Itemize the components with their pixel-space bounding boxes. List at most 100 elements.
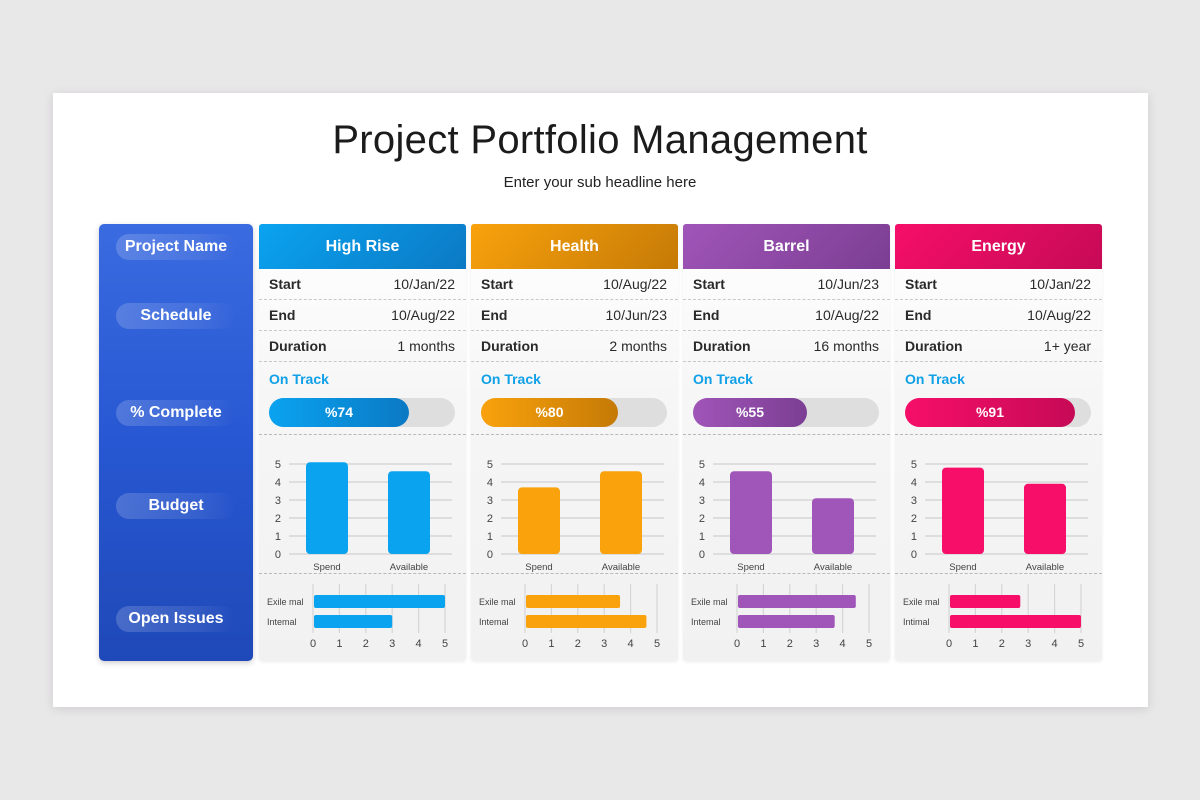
issue-bar [526, 615, 647, 628]
start-value: 10/Jan/22 [393, 276, 456, 292]
schedule-row-duration: Duration 16 months [683, 331, 890, 362]
svg-text:Exile mal: Exile mal [267, 597, 304, 607]
svg-text:3: 3 [699, 495, 705, 507]
svg-text:Exile mal: Exile mal [479, 597, 516, 607]
budget-chart: 0 1 2 3 4 5 Spend Available [699, 459, 876, 572]
end-value: 10/Aug/22 [815, 307, 879, 323]
duration-value: 1 months [397, 338, 455, 354]
start-label: Start [481, 276, 513, 292]
issue-bar [738, 595, 856, 608]
svg-text:1: 1 [972, 638, 978, 650]
schedule-row-duration: Duration 2 months [471, 331, 678, 362]
duration-label: Duration [905, 338, 963, 354]
progress-bar: %80 [481, 398, 667, 427]
progress-bar: %91 [905, 398, 1091, 427]
end-value: 10/Aug/22 [391, 307, 455, 323]
divider [471, 434, 678, 435]
svg-text:3: 3 [389, 638, 395, 650]
svg-text:0: 0 [275, 549, 281, 561]
end-label: End [481, 307, 508, 323]
budget-bar-available [388, 471, 430, 554]
divider [259, 434, 466, 435]
issue-bar [950, 595, 1021, 608]
budget-bar-spend [730, 471, 772, 554]
svg-text:1: 1 [548, 638, 554, 650]
budget-chart: 0 1 2 3 4 5 Spend Available [275, 459, 452, 572]
divider [895, 573, 1102, 574]
budget-bar-spend [942, 467, 984, 554]
open-issues-chart: 0 1 2 3 4 5 Exile mal Intimal [903, 584, 1084, 650]
budget-bar-spend [306, 462, 348, 554]
svg-text:5: 5 [911, 459, 917, 471]
label-project-name: Project Name [116, 234, 236, 260]
open-issues-chart: 0 1 2 3 4 5 Exile mal Intemal [479, 584, 660, 650]
status-badge: On Track [269, 371, 329, 387]
progress-fill: %55 [693, 398, 807, 427]
svg-text:0: 0 [310, 638, 316, 650]
svg-text:Spend: Spend [525, 562, 552, 572]
status-badge: On Track [693, 371, 753, 387]
issue-bar [314, 595, 445, 608]
page-subtitle: Enter your sub headline here [503, 174, 697, 191]
end-label: End [693, 307, 720, 323]
svg-text:0: 0 [911, 549, 917, 561]
start-value: 10/Aug/22 [603, 276, 667, 292]
schedule-row-start: Start 10/Jun/23 [683, 269, 890, 300]
svg-text:1: 1 [760, 638, 766, 650]
svg-text:Exile mal: Exile mal [691, 597, 728, 607]
schedule-row-start: Start 10/Jan/22 [895, 269, 1102, 300]
issue-bar [738, 615, 835, 628]
divider [683, 573, 890, 574]
svg-text:5: 5 [442, 638, 448, 650]
svg-text:4: 4 [911, 477, 917, 489]
svg-text:2: 2 [275, 513, 281, 525]
svg-text:0: 0 [487, 549, 493, 561]
issue-bar [314, 615, 393, 628]
svg-text:3: 3 [813, 638, 819, 650]
status-badge: On Track [481, 371, 541, 387]
duration-label: Duration [269, 338, 327, 354]
svg-text:3: 3 [275, 495, 281, 507]
start-value: 10/Jun/23 [817, 276, 880, 292]
duration-value: 2 months [609, 338, 667, 354]
project-title: Energy [895, 224, 1102, 269]
status-badge: On Track [905, 371, 965, 387]
svg-text:Intemal: Intemal [691, 617, 721, 627]
svg-text:5: 5 [866, 638, 872, 650]
svg-text:Available: Available [602, 562, 640, 572]
svg-text:4: 4 [840, 638, 846, 650]
duration-label: Duration [693, 338, 751, 354]
svg-text:4: 4 [628, 638, 634, 650]
duration-value: 1+ year [1043, 338, 1091, 354]
end-label: End [269, 307, 296, 323]
budget-bar-available [812, 498, 854, 554]
schedule-row-end: End 10/Aug/22 [259, 300, 466, 331]
svg-text:2: 2 [363, 638, 369, 650]
svg-text:5: 5 [654, 638, 660, 650]
svg-text:Intemal: Intemal [267, 617, 297, 627]
svg-text:Exile mal: Exile mal [903, 597, 940, 607]
svg-text:3: 3 [487, 495, 493, 507]
page-title: Project Portfolio Management [332, 118, 868, 162]
svg-text:5: 5 [487, 459, 493, 471]
schedule-row-duration: Duration 1+ year [895, 331, 1102, 362]
svg-text:5: 5 [699, 459, 705, 471]
svg-text:Available: Available [814, 562, 852, 572]
svg-text:0: 0 [734, 638, 740, 650]
svg-text:Intemal: Intemal [479, 617, 509, 627]
end-label: End [905, 307, 932, 323]
svg-text:0: 0 [699, 549, 705, 561]
schedule-row-end: End 10/Jun/23 [471, 300, 678, 331]
svg-text:0: 0 [522, 638, 528, 650]
svg-text:1: 1 [699, 531, 705, 543]
progress-fill: %80 [481, 398, 618, 427]
svg-text:2: 2 [699, 513, 705, 525]
budget-bar-available [1024, 483, 1066, 554]
project-card-high-rise: High Rise Start 10/Jan/22 End 10/Aug/22 … [259, 224, 466, 661]
start-label: Start [905, 276, 937, 292]
start-label: Start [269, 276, 301, 292]
issue-bar [950, 615, 1081, 628]
end-value: 10/Jun/23 [605, 307, 668, 323]
end-value: 10/Aug/22 [1027, 307, 1091, 323]
svg-text:1: 1 [275, 531, 281, 543]
